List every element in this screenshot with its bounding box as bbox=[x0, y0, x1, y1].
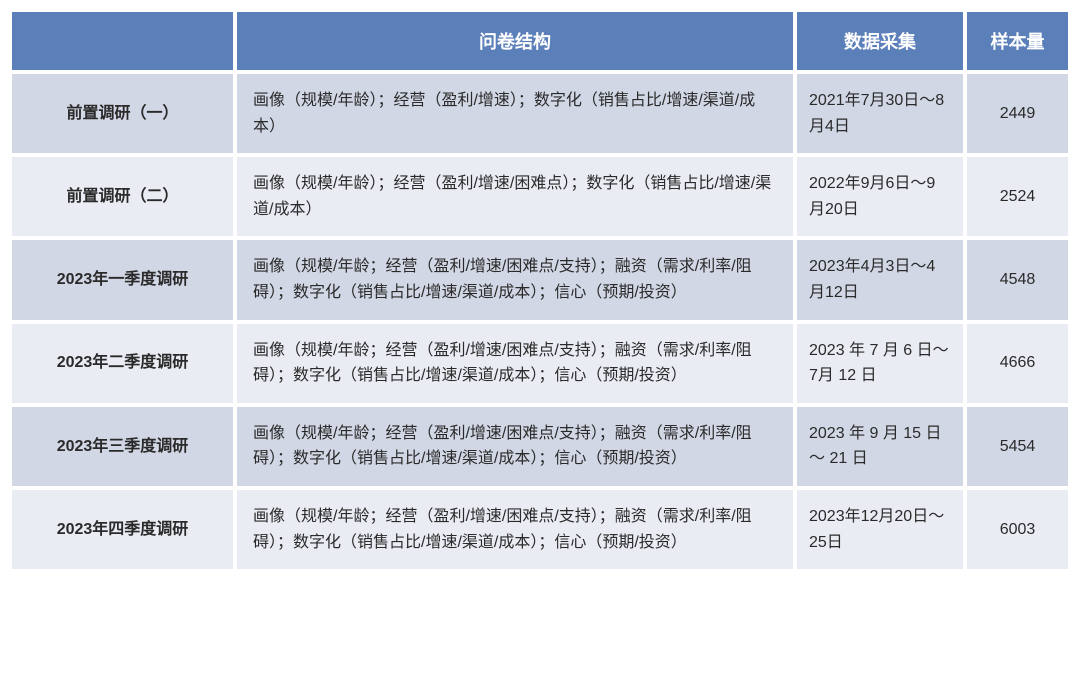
table-row: 前置调研（二）画像（规模/年龄）；经营（盈利/增速/困难点）；数字化（销售占比/… bbox=[10, 155, 1070, 238]
survey-date: 2023 年 7 月 6 日～7月 12 日 bbox=[795, 322, 965, 405]
survey-structure: 画像（规模/年龄）；经营（盈利/增速/困难点）；数字化（销售占比/增速/渠道/成… bbox=[235, 155, 795, 238]
survey-date: 2022年9月6日～9月20日 bbox=[795, 155, 965, 238]
table-row: 前置调研（一）画像（规模/年龄）；经营（盈利/增速）；数字化（销售占比/增速/渠… bbox=[10, 72, 1070, 155]
survey-sample: 6003 bbox=[965, 488, 1070, 571]
survey-sample: 4548 bbox=[965, 238, 1070, 321]
table-row: 2023年三季度调研画像（规模/年龄；经营（盈利/增速/困难点/支持）；融资（需… bbox=[10, 405, 1070, 488]
table-row: 2023年四季度调研画像（规模/年龄；经营（盈利/增速/困难点/支持）；融资（需… bbox=[10, 488, 1070, 571]
survey-name: 2023年二季度调研 bbox=[10, 322, 235, 405]
table-row: 2023年二季度调研画像（规模/年龄；经营（盈利/增速/困难点/支持）；融资（需… bbox=[10, 322, 1070, 405]
header-structure: 问卷结构 bbox=[235, 10, 795, 72]
survey-date: 2023年4月3日～4月12日 bbox=[795, 238, 965, 321]
survey-name: 前置调研（二） bbox=[10, 155, 235, 238]
survey-structure: 画像（规模/年龄）；经营（盈利/增速）；数字化（销售占比/增速/渠道/成本） bbox=[235, 72, 795, 155]
table-body: 前置调研（一）画像（规模/年龄）；经营（盈利/增速）；数字化（销售占比/增速/渠… bbox=[10, 72, 1070, 571]
survey-name: 2023年一季度调研 bbox=[10, 238, 235, 321]
survey-structure: 画像（规模/年龄；经营（盈利/增速/困难点/支持）；融资（需求/利率/阻碍）；数… bbox=[235, 322, 795, 405]
header-sample: 样本量 bbox=[965, 10, 1070, 72]
header-name bbox=[10, 10, 235, 72]
survey-sample: 2449 bbox=[965, 72, 1070, 155]
survey-date: 2021年7月30日～8月4日 bbox=[795, 72, 965, 155]
survey-structure: 画像（规模/年龄；经营（盈利/增速/困难点/支持）；融资（需求/利率/阻碍）；数… bbox=[235, 238, 795, 321]
header-date: 数据采集 bbox=[795, 10, 965, 72]
survey-date: 2023 年 9 月 15 日～ 21 日 bbox=[795, 405, 965, 488]
survey-name: 2023年三季度调研 bbox=[10, 405, 235, 488]
table-row: 2023年一季度调研画像（规模/年龄；经营（盈利/增速/困难点/支持）；融资（需… bbox=[10, 238, 1070, 321]
survey-name: 2023年四季度调研 bbox=[10, 488, 235, 571]
survey-sample: 4666 bbox=[965, 322, 1070, 405]
survey-name: 前置调研（一） bbox=[10, 72, 235, 155]
survey-structure: 画像（规模/年龄；经营（盈利/增速/困难点/支持）；融资（需求/利率/阻碍）；数… bbox=[235, 405, 795, 488]
survey-structure: 画像（规模/年龄；经营（盈利/增速/困难点/支持）；融资（需求/利率/阻碍）；数… bbox=[235, 488, 795, 571]
survey-table: 问卷结构 数据采集 样本量 前置调研（一）画像（规模/年龄）；经营（盈利/增速）… bbox=[10, 10, 1070, 571]
table-header: 问卷结构 数据采集 样本量 bbox=[10, 10, 1070, 72]
survey-date: 2023年12月20日～25日 bbox=[795, 488, 965, 571]
survey-sample: 5454 bbox=[965, 405, 1070, 488]
survey-sample: 2524 bbox=[965, 155, 1070, 238]
